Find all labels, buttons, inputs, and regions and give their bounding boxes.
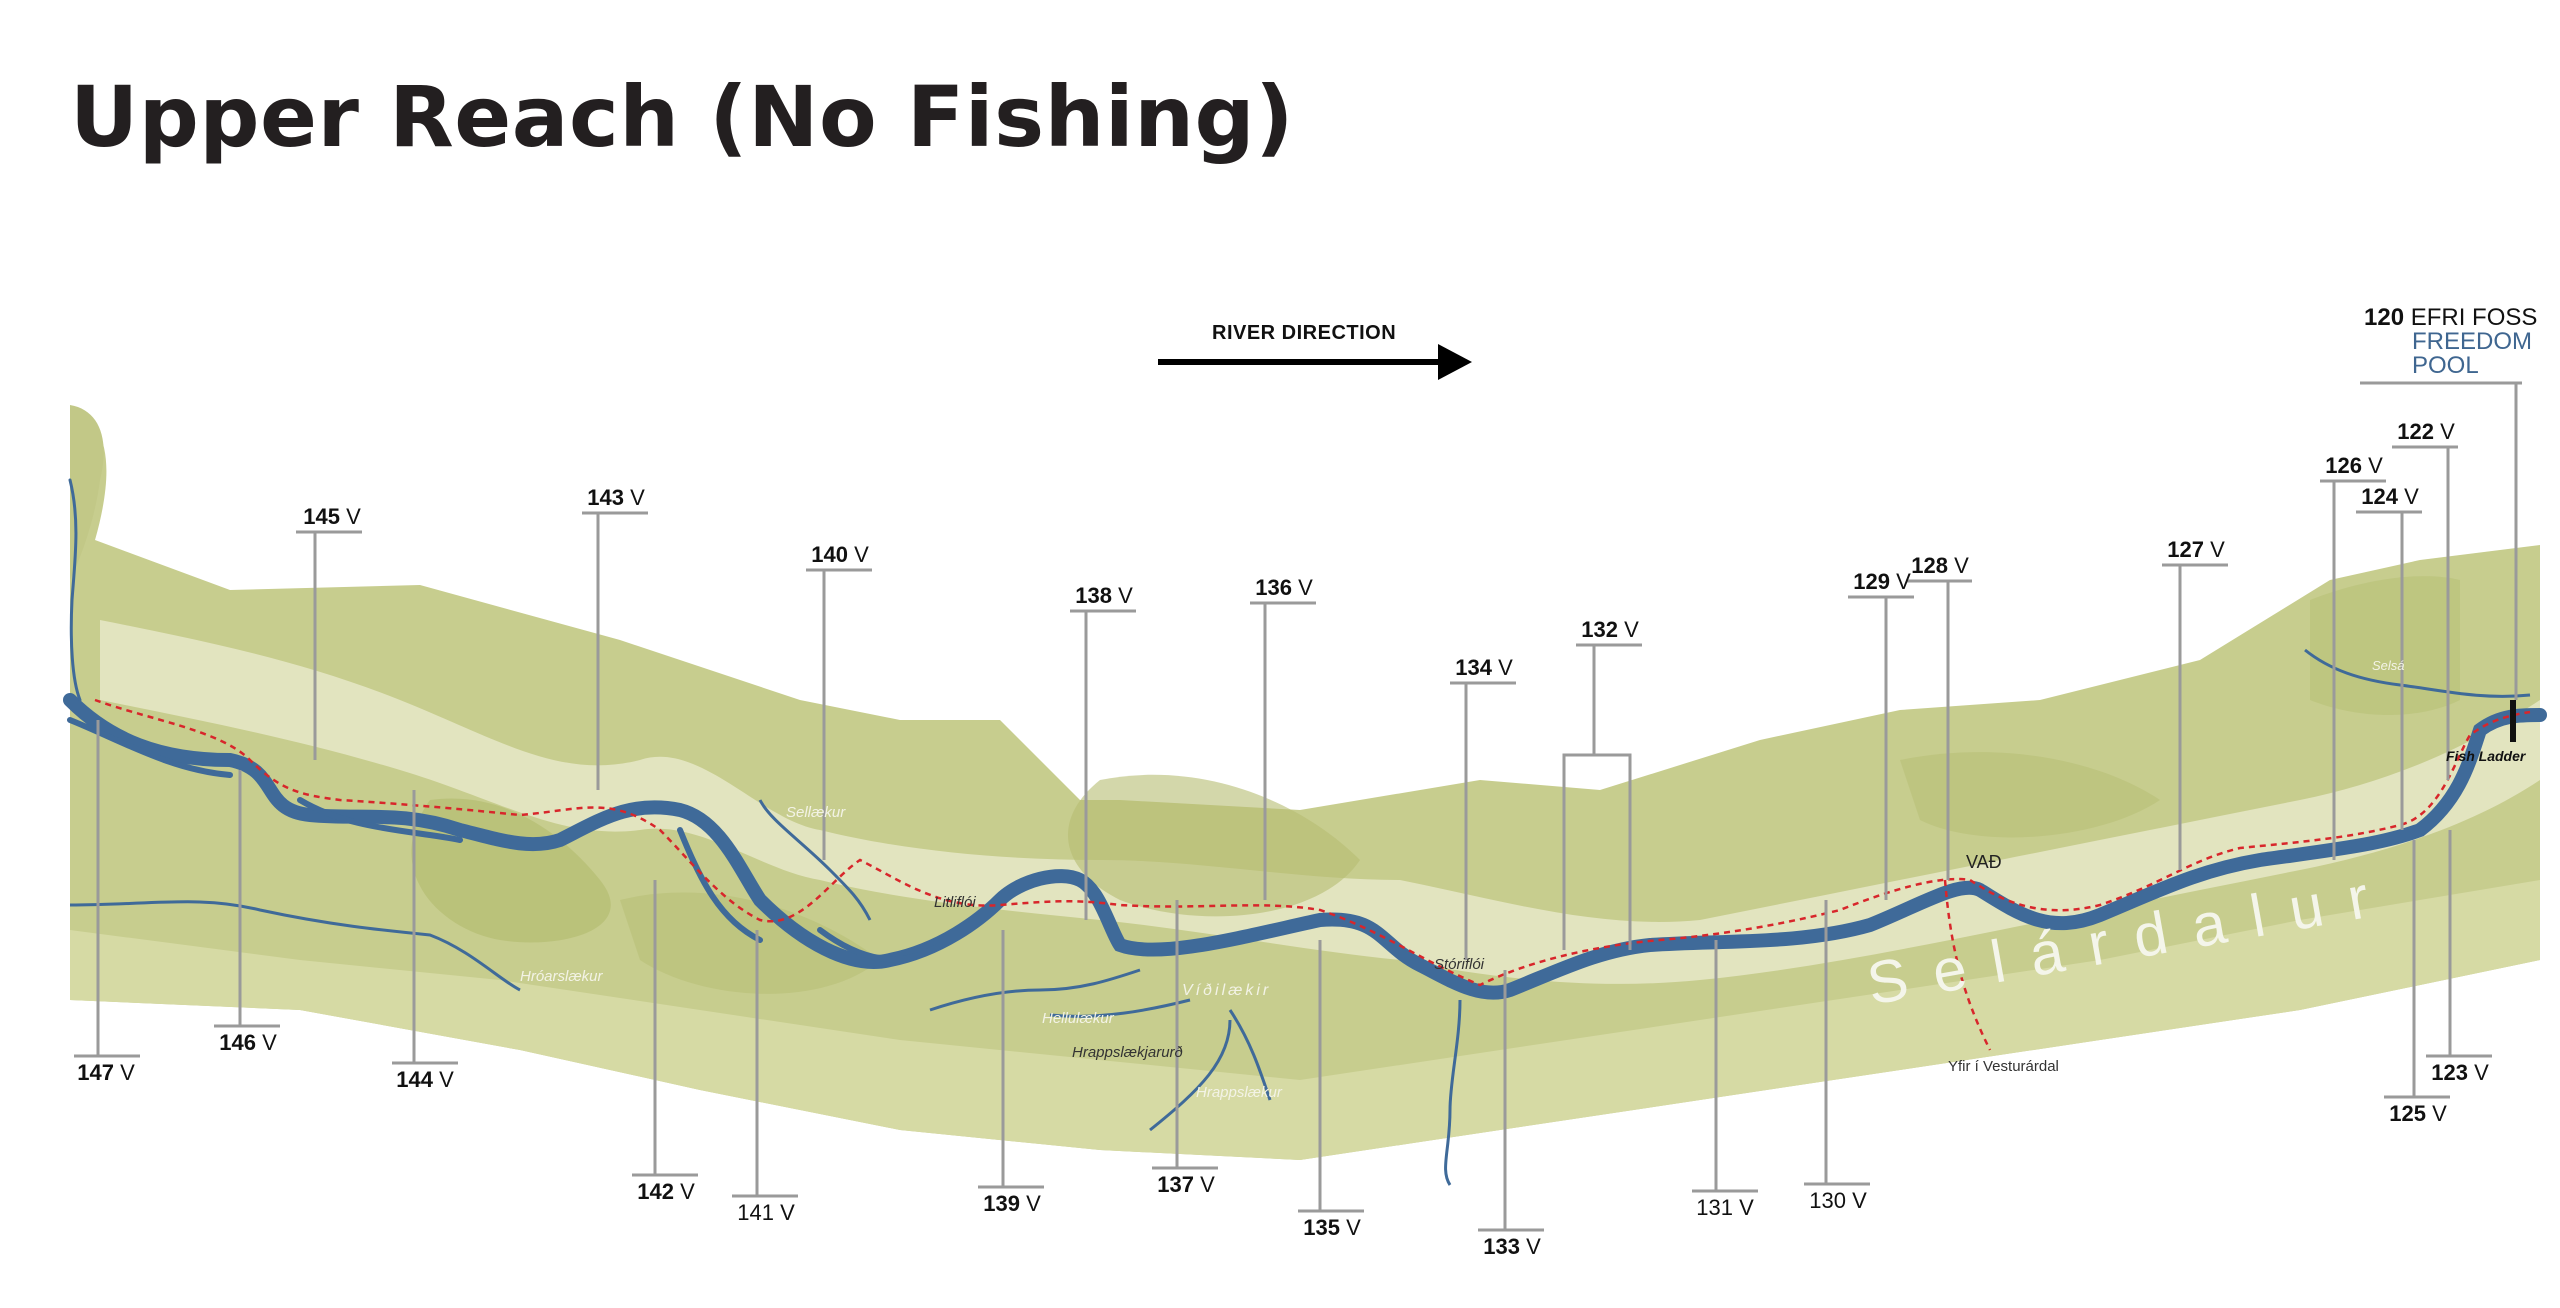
place-selsa: Selsá — [2372, 658, 2405, 673]
place-hrappslaekur: Hrappslækur — [1196, 1084, 1282, 1101]
river-direction-label: RIVER DIRECTION — [1212, 322, 1397, 344]
page-title: Upper Reach (No Fishing) — [70, 68, 1295, 166]
efri-foss-label: 120 EFRI FOSS FREEDOM POOL — [2364, 304, 2538, 379]
fish-ladder-label: Fish Ladder — [2446, 748, 2526, 764]
place-storifloi: Stóriflói — [1434, 956, 1485, 973]
pool-label: 128 V — [1911, 553, 1969, 578]
pool-label: 126 V — [2325, 453, 2383, 478]
pool-label: 123 V — [2431, 1060, 2489, 1085]
pool-label: 133 V — [1483, 1234, 1541, 1259]
place-vad: VAÐ — [1966, 852, 2002, 872]
fish-ladder-marker — [2510, 700, 2516, 742]
place-litlifloi: Litliflói — [934, 894, 976, 911]
valley-terrain — [70, 405, 2540, 1160]
pool-label: 140 V — [811, 542, 869, 567]
place-sellaekur: Sellækur — [786, 804, 846, 821]
pool-label: 137 V — [1157, 1172, 1215, 1197]
pool-label: 132 V — [1581, 617, 1639, 642]
pool-label: 135 V — [1303, 1215, 1361, 1240]
place-hellulaekur: Hellulækur — [1042, 1010, 1114, 1027]
place-hrappslaekjarurd: Hrappslækjarurð — [1072, 1044, 1183, 1061]
pool-label: 146 V — [219, 1030, 277, 1055]
pool-label: 139 V — [983, 1191, 1041, 1216]
place-yfir-vesturardal: Yfir í Vesturárdal — [1948, 1058, 2059, 1075]
pool-label: 144 V — [396, 1067, 454, 1092]
place-hroarslaekur: Hróarslækur — [520, 968, 603, 985]
pool-label: 141 V — [737, 1200, 795, 1225]
hiking-path — [94, 698, 2531, 987]
pool-label: 130 V — [1809, 1188, 1867, 1213]
pool-label: 125 V — [2389, 1101, 2447, 1126]
pool-label: 131 V — [1696, 1195, 1754, 1220]
pool-label: 136 V — [1255, 575, 1313, 600]
tributaries — [69, 648, 2531, 1186]
pool-label: 147 V — [77, 1060, 135, 1085]
pool-label: 142 V — [637, 1179, 695, 1204]
place-vidilaekir: Víðilækir — [1182, 982, 1272, 999]
main-river — [63, 478, 2547, 1000]
pool-label: 122 V — [2397, 419, 2455, 444]
pool-label: 129 V — [1853, 569, 1911, 594]
pool-label: 127 V — [2167, 537, 2225, 562]
pool-label: 124 V — [2361, 484, 2419, 509]
pool-label: 138 V — [1075, 583, 1133, 608]
leader-lines — [74, 381, 2522, 1232]
pool-label: 134 V — [1455, 655, 1513, 680]
pool-label: 145 V — [303, 504, 361, 529]
river-direction-arrow-icon — [1158, 344, 1472, 380]
pool-label: 143 V — [587, 485, 645, 510]
